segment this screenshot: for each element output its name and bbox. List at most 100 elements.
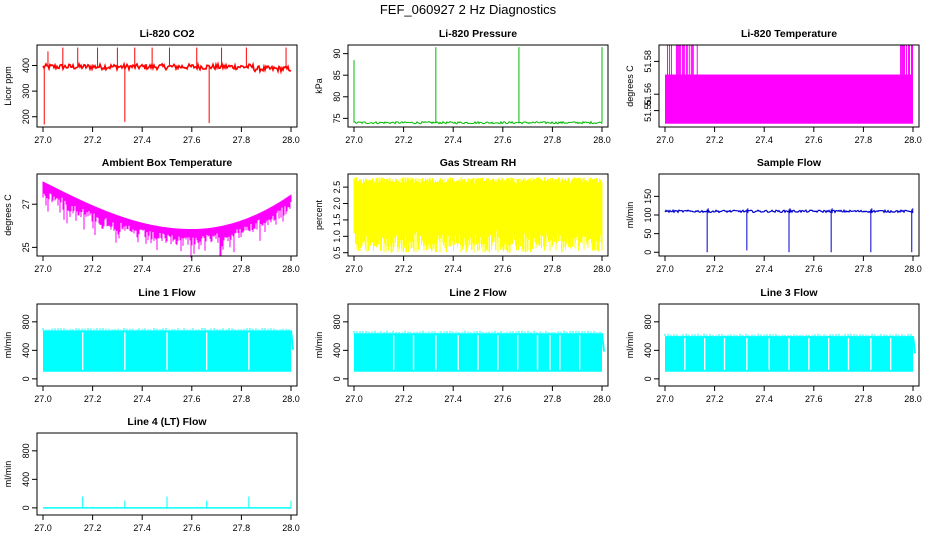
y-tick-label: 2.5 [332,181,342,194]
x-tick-label: 28.0 [593,264,611,274]
panel-sample_flow: Sample Flow 27.0 27.2 27.4 27.6 27.8 28.0 0 50 10… [625,157,922,274]
x-tick-label: 28.0 [593,394,611,404]
x-tick-label: 27.8 [233,135,251,145]
y-tick-label: 0 [643,376,653,381]
panel-line2_flow: Line 2 Flow 27.0 27.2 27.4 27.6 27.8 28.0 0 400 8… [314,287,611,404]
plot-frame [36,173,298,257]
x-tick-label: 27.4 [755,394,773,404]
plot-frame [347,44,609,128]
y-tick-label: 2.0 [332,197,342,210]
x-tick-label: 27.4 [133,394,151,404]
x-tick-label: 27.8 [855,264,873,274]
x-tick-label: 27.2 [395,394,413,404]
panel-title: Line 3 Flow [760,287,818,299]
x-tick-label: 27.4 [444,264,462,274]
x-tick-label: 27.0 [345,394,363,404]
panel-li_temp: Li-820 Temperature 27.0 27.2 27.4 27.6 27.8 28… [625,28,922,145]
y-tick-label: 0 [21,376,31,381]
y-axis-label: ml/min [3,461,13,488]
x-tick-label: 27.2 [84,135,102,145]
y-axis-label: kPa [314,78,324,94]
x-tick-label: 27.4 [755,264,773,274]
y-tick-label: 27 [21,199,31,209]
y-tick-label: 25 [21,242,31,252]
y-tick-label: 100 [643,207,653,222]
panel-title: Ambient Box Temperature [102,157,233,169]
x-tick-label: 27.8 [855,135,873,145]
x-tick-label: 28.0 [282,264,300,274]
y-tick-label: 90 [332,49,342,59]
panel-co2: Li-820 CO2 27.0 27.2 27.4 27.6 27.8 28.0 200 300… [3,28,300,145]
y-tick-label: 85 [332,70,342,80]
x-tick-label: 27.0 [34,264,52,274]
y-axis-label: ml/min [3,332,13,359]
figure-title: FEF_060927 2 Hz Diagnostics [379,2,557,17]
x-tick-label: 27.6 [805,135,823,145]
x-tick-label: 28.0 [282,394,300,404]
series-co2 [42,47,292,125]
plot-frame [36,432,298,516]
x-tick-label: 27.8 [544,394,562,404]
y-tick-label: 0.5 [332,246,342,259]
panel-title: Li-820 Pressure [439,28,517,40]
y-tick-label: 51.56 [643,83,653,106]
x-tick-label: 27.6 [183,523,201,533]
plot-frame [36,303,298,387]
y-tick-label: 400 [21,343,31,358]
y-tick-label: 0 [332,376,342,381]
x-tick-label: 27.4 [133,264,151,274]
x-tick-label: 28.0 [282,135,300,145]
y-tick-label: 75 [332,113,342,123]
x-tick-label: 27.2 [706,394,724,404]
x-tick-label: 27.8 [233,264,251,274]
x-tick-label: 27.0 [656,135,674,145]
x-tick-label: 27.6 [494,264,512,274]
x-tick-label: 27.8 [233,523,251,533]
x-tick-label: 27.0 [656,264,674,274]
series-ambient_temp [42,181,292,258]
pressure-trace [353,120,603,125]
plot-frame [658,44,920,128]
y-tick-label: 150 [643,189,653,204]
y-tick-label: 400 [21,58,31,73]
x-tick-label: 27.2 [395,135,413,145]
y-axis-label: ml/min [625,202,635,229]
x-tick-label: 27.0 [345,264,363,274]
x-tick-label: 27.0 [345,135,363,145]
panel-title: Li-820 Temperature [741,28,837,40]
x-tick-label: 27.2 [84,523,102,533]
y-tick-label: 80 [332,92,342,102]
co2-trace [42,60,292,75]
y-tick-label: 0 [643,250,653,255]
x-tick-label: 27.2 [706,135,724,145]
y-tick-label: 800 [643,314,653,329]
x-tick-label: 27.0 [34,523,52,533]
series-line1_flow [42,327,294,372]
panel-title: Line 2 Flow [449,287,507,299]
y-tick-label: 50 [643,229,653,239]
x-tick-label: 27.2 [84,394,102,404]
y-tick-label: 300 [21,84,31,99]
x-tick-label: 28.0 [282,523,300,533]
x-tick-label: 27.0 [656,394,674,404]
series-gas_rh [353,177,603,253]
y-tick-label: 400 [643,343,653,358]
panel-line4_flow: Line 4 (LT) Flow 27.0 27.2 27.4 27.6 27.8 28.0… [3,416,300,533]
y-tick-label: 400 [21,472,31,487]
x-tick-label: 27.6 [494,135,512,145]
panel-gas_rh: Gas Stream RH 27.0 27.2 27.4 27.6 27.8 28.0 0.5… [314,157,611,274]
series-line4_flow [43,496,292,509]
y-tick-label: 51.55 [643,99,653,122]
plot-frame [347,303,609,387]
y-tick-label: 0 [21,505,31,510]
x-tick-label: 27.6 [183,135,201,145]
y-axis-label: degrees C [625,65,635,107]
x-tick-label: 27.2 [84,264,102,274]
y-tick-label: 51.58 [643,50,653,73]
series-pressure [353,47,603,125]
panel-pressure: Li-820 Pressure 27.0 27.2 27.4 27.6 27.8 28.0 7… [314,28,611,145]
plot-frame [347,173,609,257]
panel-line3_flow: Line 3 Flow 27.0 27.2 27.4 27.6 27.8 28.0 0 400 8… [625,287,922,404]
y-tick-label: 800 [21,443,31,458]
y-tick-label: 800 [332,314,342,329]
